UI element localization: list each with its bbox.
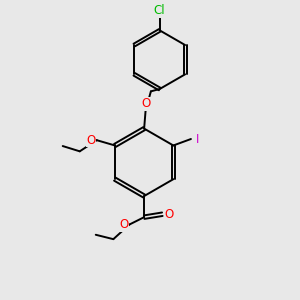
Text: O: O xyxy=(164,208,173,221)
Text: O: O xyxy=(142,98,151,110)
Text: O: O xyxy=(86,134,95,147)
Text: O: O xyxy=(119,218,128,231)
Text: Cl: Cl xyxy=(154,4,166,17)
Text: I: I xyxy=(196,133,199,146)
